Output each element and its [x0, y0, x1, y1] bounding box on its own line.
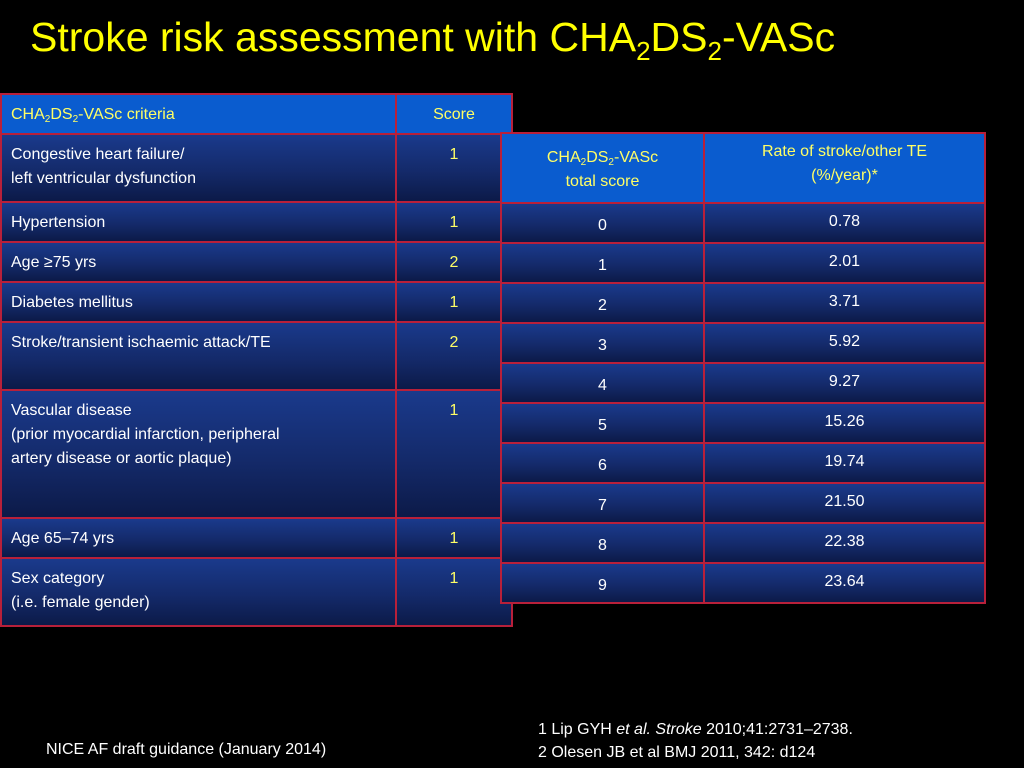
criteria-header-cell: CHA2DS2-VASc criteria	[0, 93, 397, 135]
stroke-rate-cell: 0.78	[703, 202, 986, 244]
criterion-text: (i.e. female gender)	[11, 594, 150, 611]
total-score-cell: 6	[500, 442, 705, 484]
score-cell: 2	[395, 321, 513, 391]
total-score-cell: 2	[500, 282, 705, 324]
stroke-rate-cell: 9.27	[703, 362, 986, 404]
table-row: 9 23.64	[500, 562, 986, 604]
total-score-cell: 4	[500, 362, 705, 404]
table-row: Diabetes mellitus 1	[0, 281, 513, 323]
score-cell: 1	[395, 201, 513, 243]
criterion-text: Hypertension	[11, 214, 106, 231]
criterion-cell: Age 65–74 yrs	[0, 517, 397, 559]
table-row: 6 19.74	[500, 442, 986, 484]
stroke-rate-cell: 5.92	[703, 322, 986, 364]
criterion-text: Diabetes mellitus	[11, 294, 133, 311]
table-row: Stroke/transient ischaemic attack/TE 2	[0, 321, 513, 391]
score-cell: 1	[395, 517, 513, 559]
reference-1: 1 Lip GYH et al. Stroke 2010;41:2731–273…	[538, 721, 853, 738]
table-row: Vascular disease (prior myocardial infarc…	[0, 389, 513, 519]
criterion-cell: Sex category (i.e. female gender)	[0, 557, 397, 627]
total-score-header-cell: CHA2DS2-VASc total score	[500, 132, 705, 204]
criterion-cell: Vascular disease (prior myocardial infarc…	[0, 389, 397, 519]
references: 1 Lip GYH et al. Stroke 2010;41:2731–273…	[538, 718, 853, 764]
total-score-cell: 0	[500, 202, 705, 244]
criterion-text: Stroke/transient ischaemic attack/TE	[11, 334, 271, 351]
table-row: 3 5.92	[500, 322, 986, 364]
criterion-text: Age ≥75 yrs	[11, 254, 97, 271]
reference-2: 2 Olesen JB et al BMJ 2011, 342: d124	[538, 744, 816, 761]
total-score-cell: 7	[500, 482, 705, 524]
table-row: 5 15.26	[500, 402, 986, 444]
table-row: 4 9.27	[500, 362, 986, 404]
score-cell: 1	[395, 557, 513, 627]
source-note: NICE AF draft guidance (January 2014)	[46, 741, 327, 758]
table-row: Age ≥75 yrs 2	[0, 241, 513, 283]
rate-table-header: CHA2DS2-VASc total score Rate of stroke/…	[500, 132, 986, 204]
stroke-rate-cell: 19.74	[703, 442, 986, 484]
score-cell: 2	[395, 241, 513, 283]
criterion-text: (prior myocardial infarction, peripheral	[11, 426, 280, 443]
criterion-cell: Stroke/transient ischaemic attack/TE	[0, 321, 397, 391]
criterion-text: Age 65–74 yrs	[11, 530, 115, 547]
total-score-cell: 9	[500, 562, 705, 604]
table-row: Sex category (i.e. female gender) 1	[0, 557, 513, 627]
stroke-rate-cell: 3.71	[703, 282, 986, 324]
total-score-cell: 8	[500, 522, 705, 564]
total-score-cell: 3	[500, 322, 705, 364]
criterion-cell: Age ≥75 yrs	[0, 241, 397, 283]
stroke-rate-cell: 15.26	[703, 402, 986, 444]
score-header-cell: Score	[395, 93, 513, 135]
rate-table: CHA2DS2-VASc total score Rate of stroke/…	[500, 132, 986, 604]
criterion-cell: Diabetes mellitus	[0, 281, 397, 323]
table-row: 1 2.01	[500, 242, 986, 284]
stroke-rate-cell: 23.64	[703, 562, 986, 604]
criterion-text: Vascular disease	[11, 402, 132, 419]
table-row: Congestive heart failure/left ventricula…	[0, 133, 513, 203]
criteria-table-header: CHA2DS2-VASc criteria Score	[0, 93, 513, 135]
total-score-cell: 5	[500, 402, 705, 444]
stroke-rate-cell: 2.01	[703, 242, 986, 284]
criteria-table: CHA2DS2-VASc criteria Score Congestive h…	[0, 93, 513, 627]
score-cell: 1	[395, 133, 513, 203]
stroke-rate-header-cell: Rate of stroke/other TE (%/year)*	[703, 132, 986, 204]
criterion-text: left ventricular dysfunction	[11, 170, 196, 187]
table-row: 8 22.38	[500, 522, 986, 564]
criterion-cell: Congestive heart failure/left ventricula…	[0, 133, 397, 203]
table-row: 7 21.50	[500, 482, 986, 524]
stroke-rate-cell: 21.50	[703, 482, 986, 524]
criterion-text: Sex category	[11, 570, 105, 587]
table-row: Hypertension 1	[0, 201, 513, 243]
criterion-cell: Hypertension	[0, 201, 397, 243]
stroke-rate-cell: 22.38	[703, 522, 986, 564]
criterion-text: Congestive heart failure/	[11, 146, 185, 163]
total-score-cell: 1	[500, 242, 705, 284]
table-row: 0 0.78	[500, 202, 986, 244]
score-cell: 1	[395, 281, 513, 323]
table-row: Age 65–74 yrs 1	[0, 517, 513, 559]
score-cell: 1	[395, 389, 513, 519]
criterion-text: artery disease or aortic plaque)	[11, 450, 232, 467]
table-row: 2 3.71	[500, 282, 986, 324]
page-title: Stroke risk assessment with CHA2DS2-VASc	[30, 14, 836, 66]
